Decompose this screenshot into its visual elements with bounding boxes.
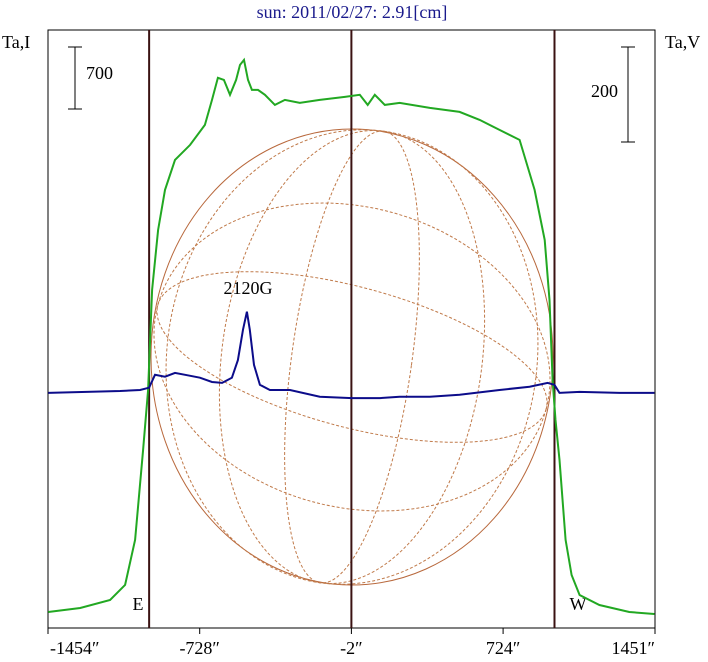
scale-bar — [621, 46, 635, 143]
annotation: E — [133, 594, 144, 614]
x-tick-label: 724″ — [486, 638, 521, 658]
scale-bar-label: 200 — [591, 81, 618, 101]
series-line — [48, 311, 655, 400]
annotation: 2120G — [224, 278, 273, 298]
series-line — [48, 57, 655, 615]
x-tick-label: -1454″ — [50, 638, 100, 658]
chart-title: sun: 2011/02/27: 2.91[cm] — [257, 2, 448, 22]
x-tick-label: -728″ — [179, 638, 220, 658]
y-axis-label: Ta,I — [2, 32, 30, 52]
x-tick-label: 1451″ — [612, 638, 656, 658]
scale-bar — [68, 46, 82, 110]
scale-bar-label: 700 — [86, 63, 113, 83]
disk-grid — [153, 129, 551, 585]
annotation: W — [570, 594, 587, 614]
x-tick-label: -2″ — [340, 638, 363, 658]
y2-axis-label: Ta,V — [665, 32, 700, 52]
